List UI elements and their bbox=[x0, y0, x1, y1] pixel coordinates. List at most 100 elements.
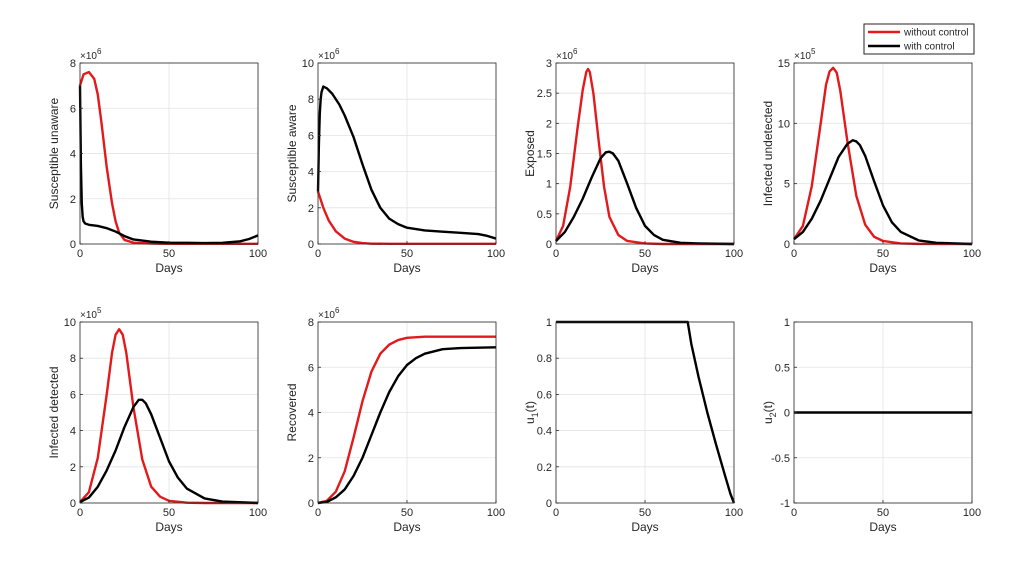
panel-7-ytick-label-0_2: 0.2 bbox=[537, 462, 552, 474]
panel-6-ytick-label-6: 6 bbox=[308, 362, 314, 374]
panel-8-xtick-label-0: 0 bbox=[791, 507, 797, 519]
panel-4-ytick-label-5: 5 bbox=[784, 179, 790, 191]
panel-5-ytick-label-6: 6 bbox=[70, 389, 76, 401]
panel-8-xlabel: Days bbox=[869, 520, 896, 534]
panel-1-xtick-label-50: 50 bbox=[163, 248, 175, 260]
panel-3-xlabel: Days bbox=[631, 261, 658, 275]
panel-6-xtick-label-100: 100 bbox=[487, 507, 505, 519]
panel-3-xtick-label-100: 100 bbox=[725, 248, 743, 260]
panel-5-xtick-label-100: 100 bbox=[249, 507, 267, 519]
panel-7-ytick-label-0_8: 0.8 bbox=[537, 353, 552, 365]
panel-7-ytick-label-0_4: 0.4 bbox=[537, 426, 552, 438]
panel-8-ytick-label-0_5: 0.5 bbox=[775, 362, 790, 374]
panel-7-xtick-label-0: 0 bbox=[553, 507, 559, 519]
panel-4-y-exponent: ×105 bbox=[794, 47, 816, 62]
panel-4-xtick-label-100: 100 bbox=[963, 248, 981, 260]
panel-8-ylabel: u2(t) bbox=[761, 401, 778, 424]
panel-1-ytick-label-2: 2 bbox=[70, 194, 76, 206]
panel-5-ytick-label-4: 4 bbox=[70, 426, 76, 438]
panel-2-xtick-label-50: 50 bbox=[401, 248, 413, 260]
panel-2: 0 50 100 0 2 4 6 8 10 ×106 Days Susceptible aware bbox=[285, 47, 505, 275]
panel-7-xlabel: Days bbox=[631, 520, 658, 534]
panel-5-y-exponent: ×105 bbox=[80, 306, 102, 321]
panel-4-ylabel: Infected undetected bbox=[761, 101, 775, 206]
panel-2-ytick-label-2: 2 bbox=[308, 203, 314, 215]
panel-5-ytick-label-10: 10 bbox=[64, 317, 76, 329]
panel-4-xlabel: Days bbox=[869, 261, 896, 275]
panel-2-ytick-label-6: 6 bbox=[308, 130, 314, 142]
panel-1-xtick-label-0: 0 bbox=[77, 248, 83, 260]
panel-7-xtick-label-50: 50 bbox=[639, 507, 651, 519]
panel-7-ytick-label-0: 0 bbox=[546, 498, 552, 510]
panel-6-ytick-label-0: 0 bbox=[308, 498, 314, 510]
panel-6-series-with-control bbox=[317, 346, 497, 505]
panel-5-xlabel: Days bbox=[155, 520, 182, 534]
panel-7-xtick-label-100: 100 bbox=[725, 507, 743, 519]
panel-1-series-with-control bbox=[78, 85, 259, 245]
panel-2-ytick-label-10: 10 bbox=[302, 58, 314, 70]
panel-4-series-without-control bbox=[793, 66, 973, 246]
panel-4-series-with-control bbox=[793, 139, 973, 246]
panel-5-ytick-label-8: 8 bbox=[70, 353, 76, 365]
panel-5-series-without-control bbox=[79, 328, 258, 505]
panel-1-xtick-label-100: 100 bbox=[249, 248, 267, 260]
panel-7-ytick-label-1: 1 bbox=[546, 317, 552, 329]
panel-3-ytick-label-1_5: 1.5 bbox=[537, 149, 552, 161]
panel-2-ytick-label-4: 4 bbox=[308, 167, 314, 179]
panel-3-y-exponent: ×106 bbox=[556, 47, 578, 62]
panel-5-ylabel: Infected detected bbox=[47, 366, 61, 458]
panel-4-xtick-label-0: 0 bbox=[791, 248, 797, 260]
legend-label-without-control: without control bbox=[903, 28, 968, 39]
panel-8-ytick-label-0: 0 bbox=[784, 408, 790, 420]
panel-6-xtick-label-50: 50 bbox=[401, 507, 413, 519]
legend: without control with control bbox=[863, 23, 975, 55]
panel-1-ylabel: Susceptible unaware bbox=[47, 97, 61, 209]
panel-6-xlabel: Days bbox=[393, 520, 420, 534]
panel-1-ytick-label-0: 0 bbox=[70, 239, 76, 251]
panel-5-ytick-label-2: 2 bbox=[70, 462, 76, 474]
panel-3-ytick-label-0: 0 bbox=[546, 239, 552, 251]
panel-3-ytick-label-3: 3 bbox=[546, 58, 552, 70]
panel-3-ytick-label-2_5: 2.5 bbox=[537, 88, 552, 100]
panel-4-ytick-label-15: 15 bbox=[778, 58, 790, 70]
panel-1-ytick-label-6: 6 bbox=[70, 103, 76, 115]
panel-1-y-exponent: ×106 bbox=[80, 47, 102, 62]
legend-box bbox=[863, 23, 975, 55]
panel-4-ytick-label-0: 0 bbox=[784, 239, 790, 251]
panel-5-ytick-label-0: 0 bbox=[70, 498, 76, 510]
panel-4: 0 50 100 0 5 10 15 ×105 Days Infected undetected bbox=[761, 47, 981, 275]
panel-2-xtick-label-0: 0 bbox=[315, 248, 321, 260]
panel-6-ytick-label-4: 4 bbox=[308, 408, 314, 420]
panel-4-ytick-label-10: 10 bbox=[778, 118, 790, 130]
panel-2-xtick-label-100: 100 bbox=[487, 248, 505, 260]
panel-3-xtick-label-0: 0 bbox=[553, 248, 559, 260]
panel-6-ylabel: Recovered bbox=[285, 383, 299, 441]
panel-6: 0 50 100 0 2 4 6 8 ×106 Days Recovered bbox=[285, 306, 505, 534]
panel-3-xtick-label-50: 50 bbox=[639, 248, 651, 260]
panel-5-xtick-label-50: 50 bbox=[163, 507, 175, 519]
panel-8-xtick-label-50: 50 bbox=[877, 507, 889, 519]
panel-6-series-without-control bbox=[317, 335, 496, 505]
panel-7-series-with-control bbox=[556, 320, 736, 504]
panel-5: 0 50 100 0 2 4 6 8 10 ×105 Days Infected detected bbox=[47, 306, 267, 534]
panel-2-xlabel: Days bbox=[393, 261, 420, 275]
panel-6-xtick-label-0: 0 bbox=[315, 507, 321, 519]
panel-3-ytick-label-1: 1 bbox=[546, 179, 552, 191]
panel-2-ytick-label-8: 8 bbox=[308, 94, 314, 106]
panel-8: 0 50 100 -1 -0.5 0 0.5 1 Days u2(t) bbox=[761, 317, 981, 534]
panel-3-ylabel: Exposed bbox=[523, 130, 537, 177]
panel-7: 0 50 100 0 0.2 0.4 0.6 0.8 1 Days u1(t) bbox=[523, 317, 743, 534]
panel-3-ytick-label-2: 2 bbox=[546, 118, 552, 130]
panel-3: 0 50 100 0 0.5 1 1.5 2 2.5 3 ×106 Days Exposed bbox=[523, 47, 743, 275]
panel-1-ytick-label-8: 8 bbox=[70, 58, 76, 70]
panel-1: 0 50 100 0 2 4 6 8 ×106 Days Susceptible unaware bbox=[47, 47, 267, 275]
panel-6-y-exponent: ×106 bbox=[318, 306, 340, 321]
panel-3-series-without-control bbox=[554, 67, 734, 246]
panel-7-ylabel: u1(t) bbox=[523, 401, 540, 424]
panel-5-series-with-control bbox=[79, 398, 259, 505]
panel-8-ytick-label-1: 1 bbox=[784, 317, 790, 329]
panel-5-xtick-label-0: 0 bbox=[77, 507, 83, 519]
panel-3-ytick-label-0_5: 0.5 bbox=[537, 209, 552, 221]
